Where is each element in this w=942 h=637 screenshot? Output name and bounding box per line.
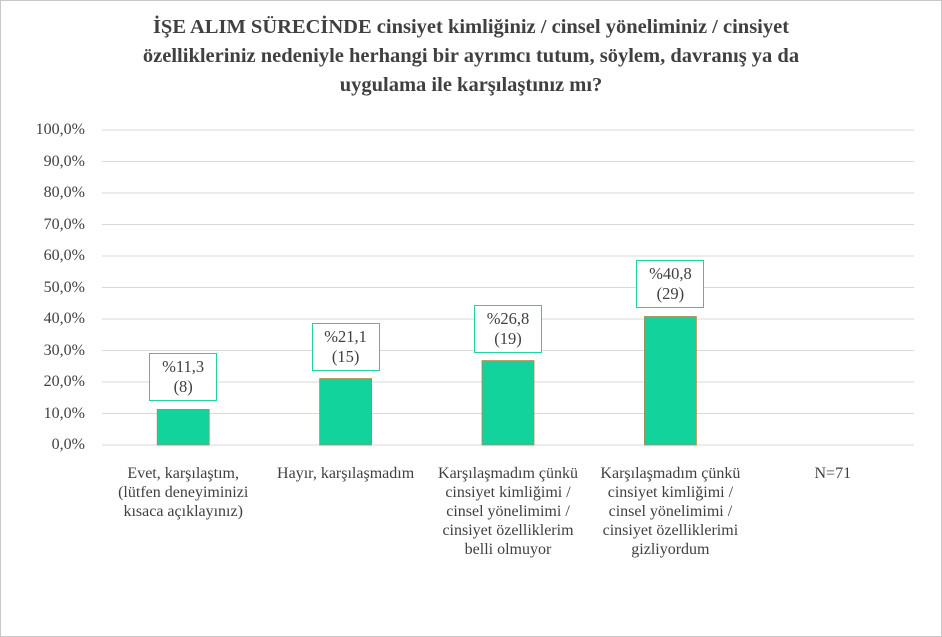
y-tick-label: 0,0%	[51, 436, 85, 453]
x-tick-label: Evet, karşılaştım, (lütfen deneyiminizi …	[118, 465, 249, 520]
bar	[644, 316, 697, 446]
x-tick-label: Karşılaşmadım çünkü cinsiyet kimliğimi /…	[438, 465, 578, 558]
y-tick-label: 40,0%	[43, 310, 85, 327]
bar	[319, 378, 373, 446]
chart-title: İŞE ALIM SÜRECİNDE cinsiyet kimliğiniz /…	[142, 16, 800, 96]
y-tick-label: 60,0%	[43, 247, 85, 264]
y-tick-label: 70,0%	[43, 215, 85, 233]
bar	[481, 360, 535, 446]
y-tick-label: 80,0%	[43, 184, 85, 201]
y-tick-label: 10,0%	[43, 404, 85, 422]
bar	[156, 409, 210, 446]
y-tick-label: 20,0%	[43, 373, 85, 390]
x-tick-label: Hayır, karşılaşmadım	[277, 465, 415, 482]
x-tick-label: Karşılaşmadım çünkü cinsiyet kimliğimi /…	[600, 465, 741, 558]
data-label: %21,1 (15)	[311, 322, 380, 371]
y-tick-label: 50,0%	[43, 278, 85, 296]
y-tick-label: 90,0%	[43, 152, 85, 170]
y-tick-label: 100,0%	[35, 121, 85, 138]
annotation: N=71	[814, 465, 852, 482]
data-label: %40,8 (29)	[636, 260, 705, 309]
data-label: %11,3 (8)	[149, 353, 218, 402]
y-tick-label: 30,0%	[43, 341, 85, 359]
data-label: %26,8 (19)	[474, 304, 542, 353]
